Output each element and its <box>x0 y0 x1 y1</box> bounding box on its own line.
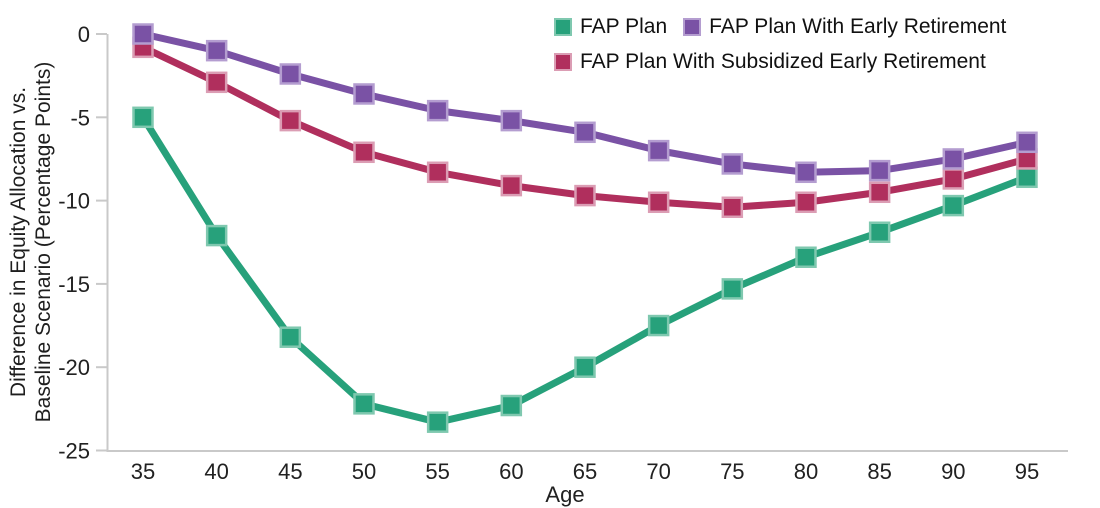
data-point-marker <box>426 411 449 433</box>
x-tick-label: 60 <box>499 459 523 484</box>
x-tick-label: 90 <box>941 459 965 484</box>
legend-item: FAP Plan <box>554 14 667 40</box>
x-tick-label: 95 <box>1015 459 1039 484</box>
x-tick-label: 70 <box>646 459 670 484</box>
data-point-marker <box>132 23 154 45</box>
y-axis-title: Difference in Equity Allocation vs. Base… <box>6 0 56 508</box>
data-point-marker <box>353 141 375 164</box>
y-tick-label: -5 <box>70 105 90 130</box>
x-tick-label: 45 <box>278 459 302 484</box>
data-point-marker <box>647 191 670 214</box>
axis-spine <box>106 34 1068 452</box>
data-point-marker <box>353 393 375 415</box>
legend-marker-square <box>554 53 572 71</box>
legend-item: FAP Plan With Early Retirement <box>683 14 1006 40</box>
y-axis-title-line2: Baseline Scenario (Percentage Points) <box>32 61 55 423</box>
data-point-marker <box>426 161 449 184</box>
data-point-marker <box>647 139 670 162</box>
y-axis-title-line1: Difference in Equity Allocation vs. <box>7 86 30 398</box>
data-point-marker <box>574 184 596 207</box>
data-point-marker <box>500 174 523 197</box>
y-tick-label: 0 <box>78 22 90 47</box>
x-tick-label: 85 <box>867 459 891 484</box>
x-tick-label: 50 <box>352 459 376 484</box>
legend-label: FAP Plan With Subsidized Early Retiremen… <box>580 50 986 73</box>
data-point-marker <box>868 181 891 204</box>
data-point-marker <box>942 168 965 190</box>
data-point-marker <box>647 314 670 337</box>
data-point-marker <box>795 161 817 184</box>
data-point-marker <box>574 121 596 144</box>
legend-label: FAP Plan <box>580 15 668 38</box>
data-point-marker <box>426 99 449 122</box>
data-point-marker <box>868 159 891 182</box>
legend-marker-square <box>683 18 702 36</box>
y-tick-label: -20 <box>58 355 90 380</box>
legend-marker-square <box>554 18 572 36</box>
legend: FAP Plan FAP Plan With Early Retirement FA… <box>554 14 1100 75</box>
x-tick-label: 40 <box>204 459 228 484</box>
data-point-marker <box>132 106 154 129</box>
data-point-marker <box>1016 131 1038 154</box>
data-point-marker <box>942 194 965 217</box>
data-point-marker <box>500 109 523 132</box>
x-axis-title: Age <box>545 482 584 507</box>
data-point-marker <box>205 71 228 94</box>
data-point-marker <box>868 221 891 244</box>
data-point-marker <box>721 196 744 219</box>
legend-item: FAP Plan With Subsidized Early Retiremen… <box>554 49 986 75</box>
data-point-marker <box>205 224 228 247</box>
x-tick-label: 55 <box>425 459 449 484</box>
y-tick-label: -10 <box>58 189 90 214</box>
x-tick-label: 65 <box>573 459 597 484</box>
data-point-marker <box>574 356 596 378</box>
data-point-marker <box>721 278 744 300</box>
data-point-marker <box>205 39 228 62</box>
data-point-marker <box>279 63 302 85</box>
data-point-marker <box>1016 166 1038 189</box>
data-point-marker <box>942 148 965 170</box>
data-point-marker <box>279 326 302 348</box>
legend-label: FAP Plan With Early Retirement <box>709 15 1007 38</box>
y-tick-label: -15 <box>58 272 90 297</box>
data-point-marker <box>353 83 375 105</box>
data-point-marker <box>795 191 817 214</box>
y-tick-label: -25 <box>58 439 90 464</box>
data-point-marker <box>795 246 817 268</box>
x-tick-label: 75 <box>720 459 744 484</box>
x-tick-label: 80 <box>794 459 818 484</box>
data-point-marker <box>721 153 744 175</box>
x-tick-label: 35 <box>131 459 155 484</box>
data-point-marker <box>500 394 523 417</box>
data-point-marker <box>279 109 302 132</box>
